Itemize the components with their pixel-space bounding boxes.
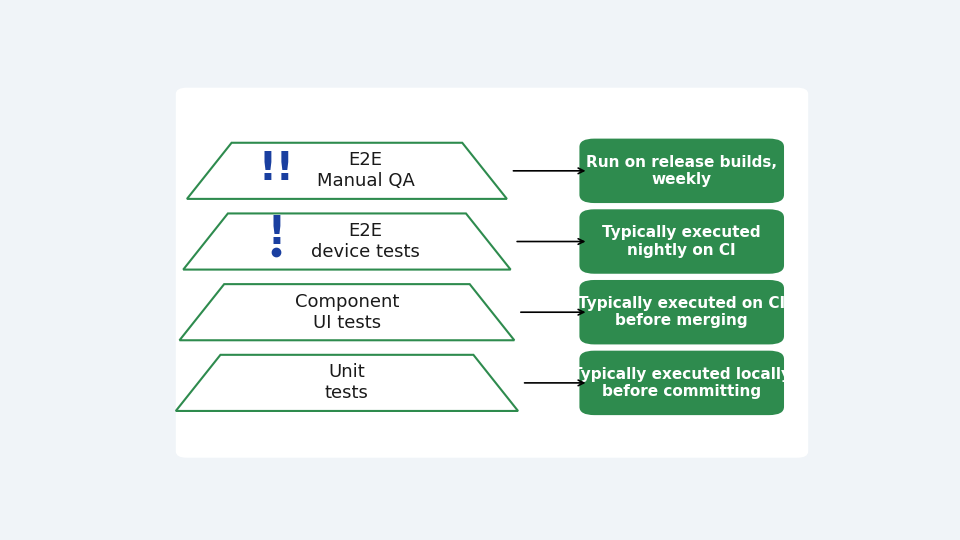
Polygon shape [187,143,507,199]
Polygon shape [176,355,518,411]
FancyBboxPatch shape [176,87,808,458]
FancyBboxPatch shape [580,280,784,345]
Text: !!: !! [258,150,294,188]
Text: Component
UI tests: Component UI tests [295,293,399,332]
Text: Typically executed
nightly on CI: Typically executed nightly on CI [603,225,761,258]
FancyBboxPatch shape [580,210,784,274]
Polygon shape [183,213,511,269]
Text: Typically executed on CI
before merging: Typically executed on CI before merging [578,296,785,328]
Polygon shape [180,284,515,340]
Text: Typically executed locally
before committing: Typically executed locally before commit… [572,367,791,399]
Text: Run on release builds,
weekly: Run on release builds, weekly [587,154,778,187]
Text: E2E
Manual QA: E2E Manual QA [317,151,415,190]
Text: !: ! [267,214,285,252]
FancyBboxPatch shape [580,139,784,203]
FancyBboxPatch shape [580,350,784,415]
Text: E2E
device tests: E2E device tests [311,222,420,261]
Text: Unit
tests: Unit tests [325,363,369,402]
